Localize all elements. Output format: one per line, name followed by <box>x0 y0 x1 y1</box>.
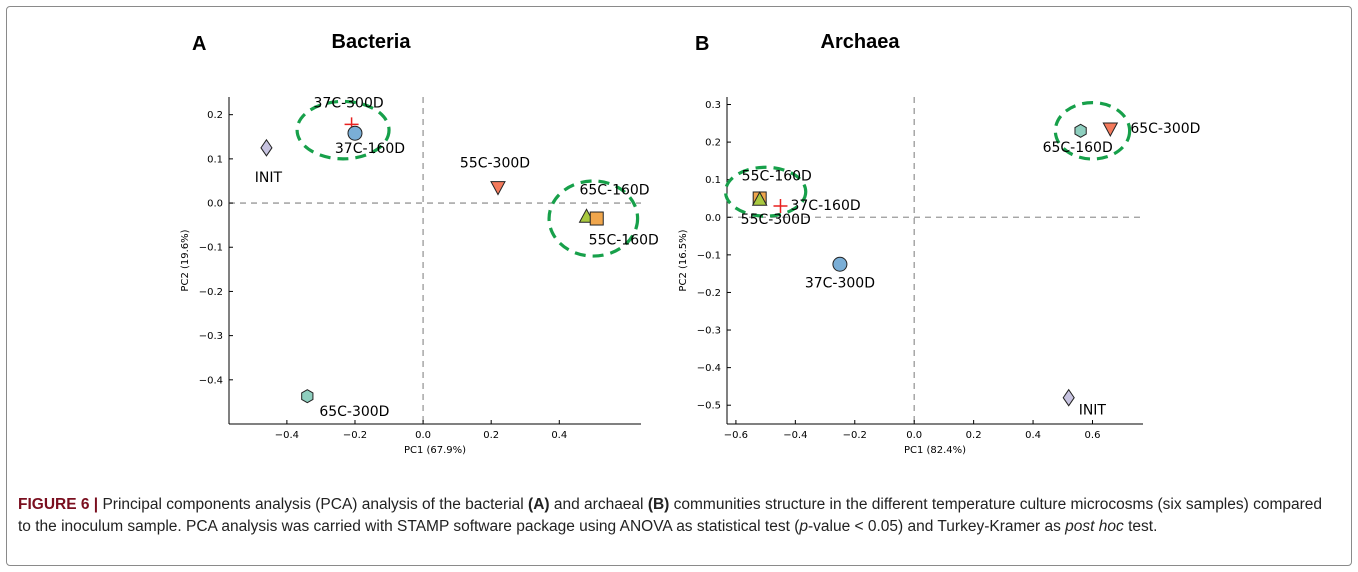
caption-panel-a-ref: (A) <box>528 496 550 513</box>
caption-text-3: communities structure in the different t… <box>18 496 1323 535</box>
y-axis-label: PC2 (16.5%) <box>678 229 689 291</box>
caption-text-5: test. <box>1123 518 1158 535</box>
y-tick-label: −0.3 <box>199 331 223 342</box>
point-label: 37C-160D <box>790 198 860 214</box>
y-tick-label: −0.5 <box>697 401 721 412</box>
caption-text-1: Principal components analysis (PCA) anal… <box>98 496 529 513</box>
y-tick-label: −0.2 <box>697 288 721 299</box>
point-55c-300d <box>751 191 768 206</box>
x-tick-label: 0.4 <box>1025 430 1041 441</box>
point-55c-300d <box>490 181 506 196</box>
point-65c-300d <box>1102 122 1119 138</box>
point-label: 55C-300D <box>741 212 811 228</box>
y-tick-label: 0.0 <box>705 213 721 224</box>
caption-text-2: and archaeal <box>549 496 648 513</box>
x-tick-label: 0.2 <box>966 430 982 441</box>
y-tick-label: −0.4 <box>697 363 721 374</box>
x-tick-label: 0.6 <box>1085 430 1101 441</box>
point-label: 37C-300D <box>805 275 875 291</box>
x-tick-label: −0.6 <box>724 430 748 441</box>
point-65c-160d <box>1074 123 1087 138</box>
point-37c-300d <box>832 256 848 272</box>
point-55c-160d <box>589 211 604 226</box>
panel-a-letter: A <box>192 33 206 55</box>
point-label: 65C-300D <box>319 404 389 420</box>
y-tick-label: −0.3 <box>697 326 721 337</box>
caption-panel-b-ref: (B) <box>647 496 670 513</box>
y-tick-label: −0.2 <box>199 287 223 298</box>
point-label: 55C-160D <box>742 168 812 184</box>
x-tick-label: 0.0 <box>415 430 431 441</box>
x-tick-label: 0.2 <box>483 430 499 441</box>
x-axis-label: PC1 (82.4%) <box>904 445 966 456</box>
point-37c-160d <box>773 199 788 213</box>
point-label: INIT <box>1079 403 1107 419</box>
panel-b-archaea: B Archaea −0.6 −0.4 −0.2 0.0 0.2 0.4 0.6 0.3 0.2 0.… <box>678 31 1200 456</box>
caption-italic-p: p <box>799 518 808 535</box>
x-tick-label: −0.4 <box>783 430 807 441</box>
x-tick-label: −0.2 <box>843 430 867 441</box>
point-label: 65C-160D <box>1043 140 1113 156</box>
x-tick-label: −0.4 <box>275 430 299 441</box>
x-tick-label: −0.2 <box>343 430 367 441</box>
point-label: 65C-300D <box>1130 121 1200 137</box>
point-label: 37C-160D <box>335 141 405 157</box>
point-label: 65C-160D <box>579 182 649 198</box>
cluster-ellipse <box>295 99 391 161</box>
caption-figure-label: FIGURE 6 | <box>18 496 99 513</box>
x-tick-label: 0.4 <box>551 430 567 441</box>
figure-caption: FIGURE 6 | Principal components analysis… <box>18 494 1338 538</box>
panel-a-title: Bacteria <box>332 31 412 53</box>
figure-frame <box>6 6 1352 566</box>
point-init <box>1062 388 1075 407</box>
panel-a-bacteria: A Bacteria −0.4 −0.2 0.0 0.2 0.4 0.2 0.1 0.0 −0.1 −… <box>180 31 659 456</box>
y-tick-label: −0.4 <box>199 375 223 386</box>
point-label: 55C-160D <box>589 233 659 249</box>
cluster-ellipse <box>723 165 808 218</box>
point-label: 55C-300D <box>460 156 530 172</box>
x-axis-label: PC1 (67.9%) <box>404 445 466 456</box>
panel-b-title: Archaea <box>821 31 901 53</box>
point-label: 37C-300D <box>314 95 384 111</box>
point-init <box>260 138 273 157</box>
point-65c-300d <box>301 389 314 404</box>
caption-italic-post-hoc: post hoc <box>1065 518 1124 535</box>
panel-b-letter: B <box>695 33 709 55</box>
y-tick-label: 0.1 <box>207 154 223 165</box>
y-tick-label: 0.2 <box>207 110 223 121</box>
y-axis-label: PC2 (19.6%) <box>180 229 191 291</box>
y-tick-label: −0.1 <box>199 243 223 254</box>
cluster-ellipse <box>1053 101 1132 161</box>
caption-text-4: -value < 0.05) and Turkey-Kramer as <box>808 518 1066 535</box>
y-tick-label: 0.3 <box>705 100 721 111</box>
point-37c-160d <box>347 125 363 141</box>
point-label: INIT <box>255 170 283 186</box>
x-tick-label: 0.0 <box>906 430 922 441</box>
y-tick-label: −0.1 <box>697 250 721 261</box>
cluster-ellipse <box>547 179 640 258</box>
y-tick-label: 0.1 <box>705 175 721 186</box>
y-tick-label: 0.2 <box>705 138 721 149</box>
y-tick-label: 0.0 <box>207 199 223 210</box>
